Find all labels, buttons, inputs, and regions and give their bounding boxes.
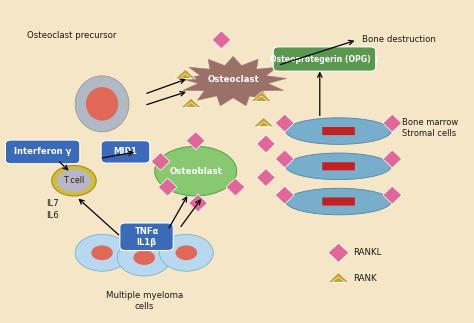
FancyBboxPatch shape	[273, 47, 376, 71]
Ellipse shape	[286, 153, 391, 180]
Polygon shape	[275, 150, 294, 168]
Text: Bone destruction: Bone destruction	[362, 35, 436, 44]
Ellipse shape	[52, 165, 96, 196]
Polygon shape	[383, 150, 402, 168]
Polygon shape	[275, 186, 294, 204]
Polygon shape	[256, 135, 275, 153]
Polygon shape	[226, 178, 245, 196]
Text: RANK: RANK	[354, 274, 377, 283]
Ellipse shape	[159, 234, 213, 271]
Polygon shape	[256, 169, 275, 186]
Text: TNFα
IL1β: TNFα IL1β	[135, 227, 159, 247]
Polygon shape	[328, 273, 349, 282]
Ellipse shape	[155, 146, 237, 196]
Text: Osteoblast: Osteoblast	[169, 167, 222, 176]
Polygon shape	[158, 178, 177, 196]
Text: Osteoprotegerin (OPG) ↓: Osteoprotegerin (OPG) ↓	[270, 55, 379, 64]
Ellipse shape	[57, 169, 91, 193]
Polygon shape	[251, 92, 272, 101]
FancyBboxPatch shape	[101, 141, 150, 163]
FancyBboxPatch shape	[5, 140, 80, 164]
Text: Osteoclast precursor: Osteoclast precursor	[27, 30, 117, 39]
FancyBboxPatch shape	[322, 162, 355, 170]
Polygon shape	[328, 243, 349, 262]
Text: Multiple myeloma
cells: Multiple myeloma cells	[106, 291, 183, 311]
Polygon shape	[180, 56, 287, 106]
Polygon shape	[186, 132, 205, 150]
FancyBboxPatch shape	[120, 223, 173, 251]
Polygon shape	[383, 186, 402, 204]
Ellipse shape	[286, 118, 391, 144]
FancyBboxPatch shape	[322, 197, 355, 205]
Text: T cell: T cell	[64, 176, 84, 185]
Text: IL7
IL6: IL7 IL6	[46, 200, 59, 220]
Text: MIP1: MIP1	[114, 147, 137, 156]
Polygon shape	[275, 114, 294, 132]
Polygon shape	[189, 194, 208, 212]
Polygon shape	[151, 152, 170, 171]
Ellipse shape	[75, 234, 129, 271]
Text: RANKL: RANKL	[354, 248, 382, 257]
Ellipse shape	[86, 87, 118, 121]
Polygon shape	[253, 117, 274, 127]
Ellipse shape	[117, 239, 171, 276]
Ellipse shape	[134, 250, 155, 265]
Polygon shape	[383, 114, 402, 132]
Text: Interferon γ: Interferon γ	[14, 147, 71, 156]
Polygon shape	[175, 69, 196, 79]
Ellipse shape	[91, 245, 113, 260]
Ellipse shape	[175, 245, 197, 260]
Text: Bone marrow
Stromal cells: Bone marrow Stromal cells	[402, 118, 458, 138]
Ellipse shape	[75, 76, 129, 132]
Polygon shape	[212, 31, 231, 49]
Polygon shape	[181, 98, 201, 108]
Text: Osteoclast: Osteoclast	[207, 75, 259, 84]
Ellipse shape	[286, 188, 391, 215]
FancyBboxPatch shape	[322, 127, 355, 135]
